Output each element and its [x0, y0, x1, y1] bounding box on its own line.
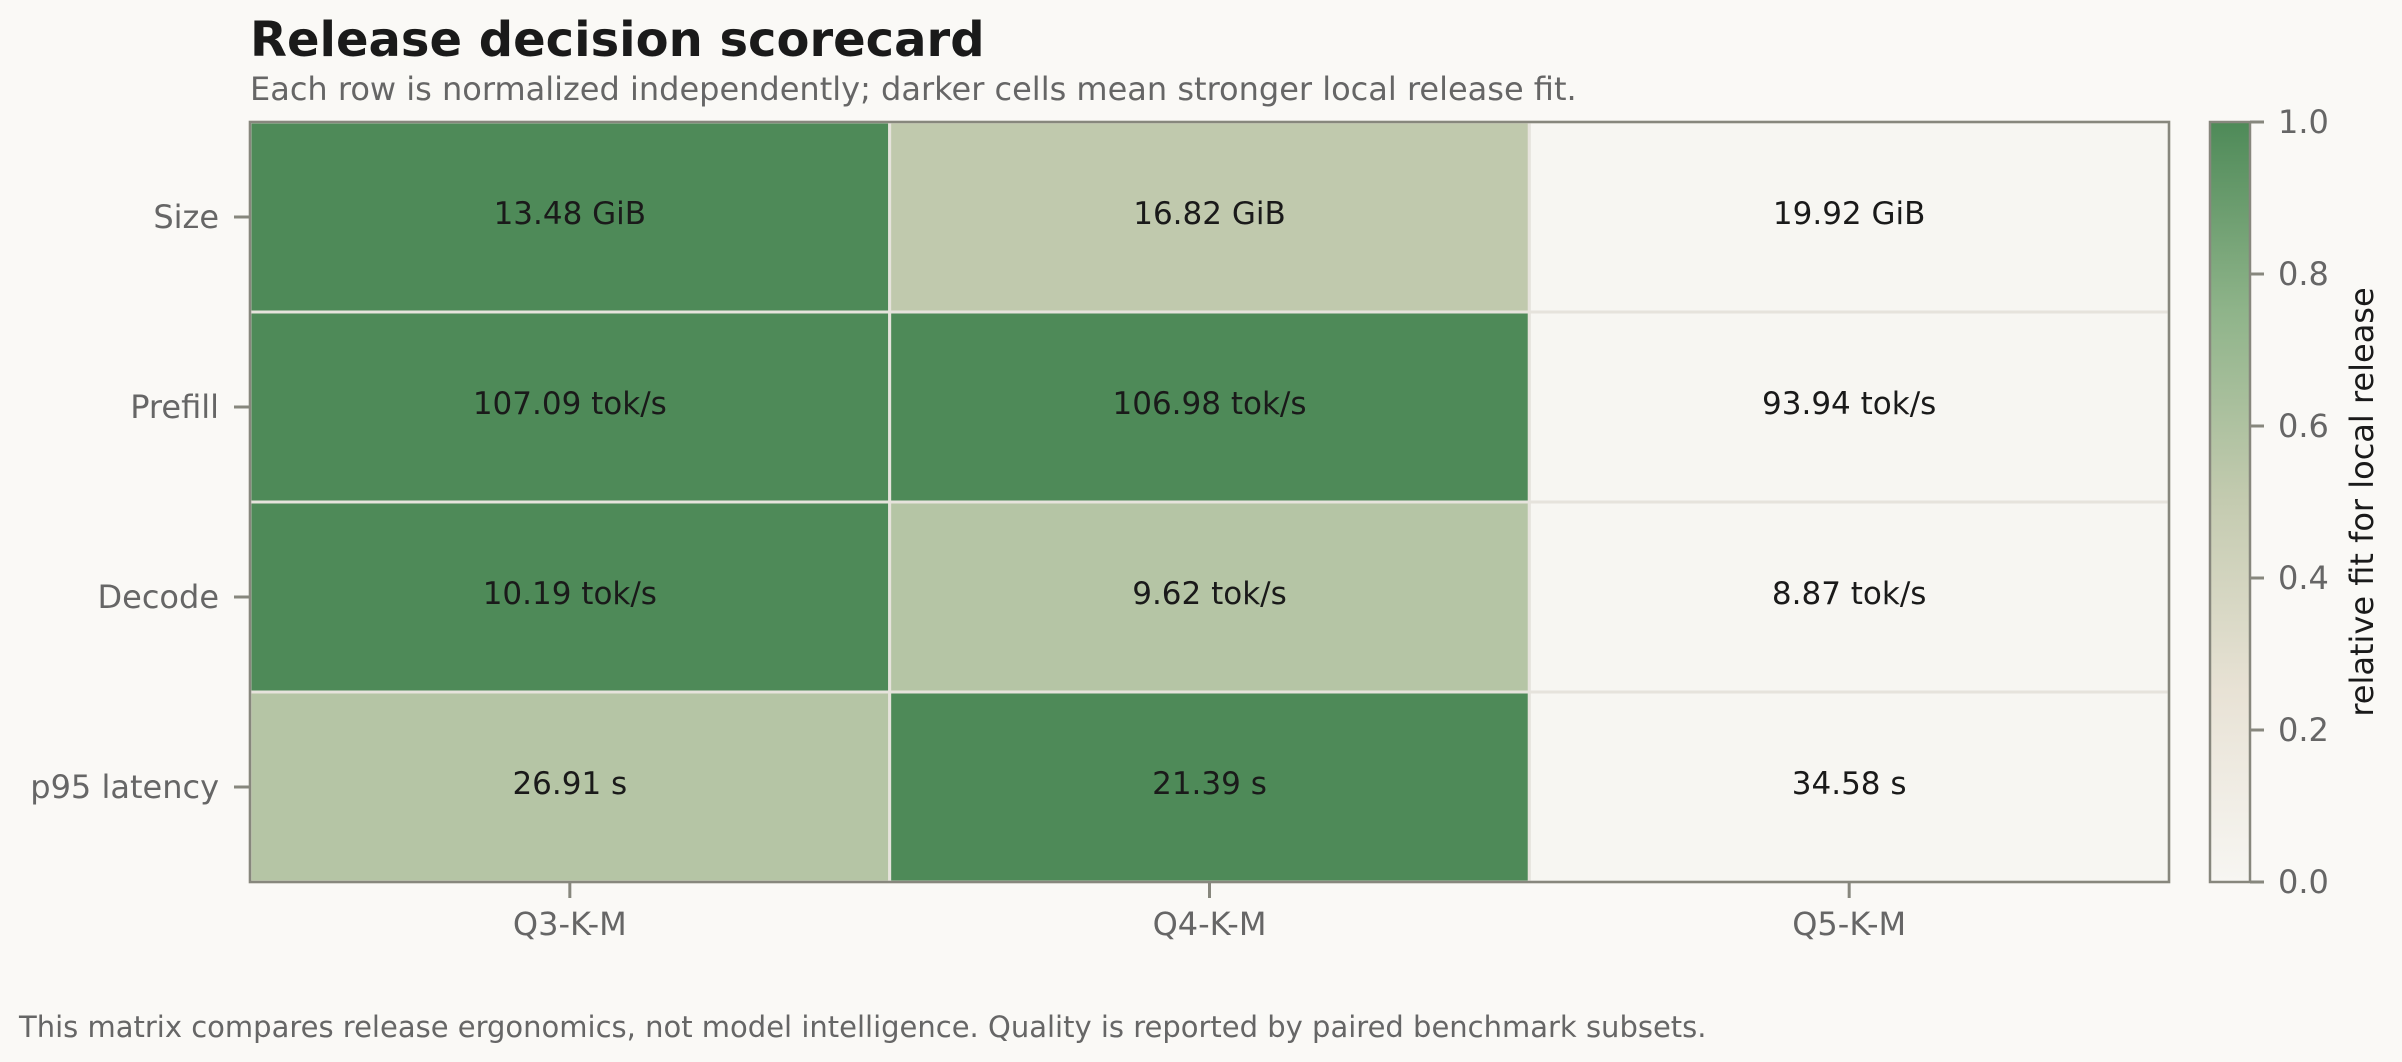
heatmap-cell: [888, 500, 1531, 694]
cell-value-label: 9.62 tok/s: [1132, 576, 1287, 612]
cell-value-label: 93.94 tok/s: [1762, 386, 1936, 422]
heatmap-cell: [1527, 310, 2171, 504]
y-axis: Size Prefill Decode p95 latency: [30, 198, 250, 806]
chart-footnote: This matrix compares release ergonomics,…: [18, 1010, 1707, 1044]
colorbar-axis: 0.0 0.2 0.4 0.6 0.8 1.0: [2250, 103, 2329, 901]
colorbar-tick-label: 0.0: [2278, 863, 2329, 901]
heatmap-cell: [888, 310, 1531, 504]
heatmap-cell: [248, 310, 892, 504]
colorbar-tick-label: 0.2: [2278, 711, 2329, 749]
heatmap-cells: [248, 120, 2171, 884]
cell-value-label: 8.87 tok/s: [1772, 576, 1927, 612]
colorbar-tick-label: 1.0: [2278, 103, 2329, 141]
cell-value-label: 34.58 s: [1792, 766, 1907, 802]
heatmap-cell: [888, 120, 1531, 314]
x-tick-label: Q5-K-M: [1792, 905, 1906, 943]
cell-value-label: 106.98 tok/s: [1113, 386, 1307, 422]
cell-value-label: 21.39 s: [1152, 766, 1267, 802]
colorbar-label: relative fit for local release: [2343, 287, 2381, 716]
colorbar-tick-label: 0.4: [2278, 559, 2329, 597]
chart-subtitle: Each row is normalized independently; da…: [250, 70, 1577, 108]
y-tick-label: Decode: [98, 578, 220, 616]
x-tick-label: Q3-K-M: [513, 905, 627, 943]
heatmap-cell-labels: 13.48 GiB 16.82 GiB 19.92 GiB 107.09 tok/s 1…: [473, 196, 1936, 802]
cell-value-label: 10.19 tok/s: [483, 576, 657, 612]
cell-value-label: 19.92 GiB: [1773, 196, 1926, 232]
colorbar-tick-label: 0.6: [2278, 407, 2329, 445]
colorbar: [2208, 120, 2252, 884]
chart-title: Release decision scorecard: [250, 12, 985, 68]
heatmap-cell: [248, 690, 892, 884]
cell-value-label: 107.09 tok/s: [473, 386, 667, 422]
y-tick-label: Prefill: [130, 388, 219, 426]
cell-value-label: 13.48 GiB: [494, 196, 647, 232]
cell-value-label: 26.91 s: [512, 766, 627, 802]
y-tick-label: Size: [153, 198, 219, 236]
x-axis: Q3-K-M Q4-K-M Q5-K-M: [513, 882, 1906, 943]
y-tick-label: p95 latency: [30, 768, 219, 806]
colorbar-tick-label: 0.8: [2278, 255, 2329, 293]
heatmap-cell: [1527, 690, 2171, 884]
x-tick-label: Q4-K-M: [1153, 905, 1267, 943]
heatmap-cell: [248, 120, 892, 314]
cell-value-label: 16.82 GiB: [1133, 196, 1286, 232]
